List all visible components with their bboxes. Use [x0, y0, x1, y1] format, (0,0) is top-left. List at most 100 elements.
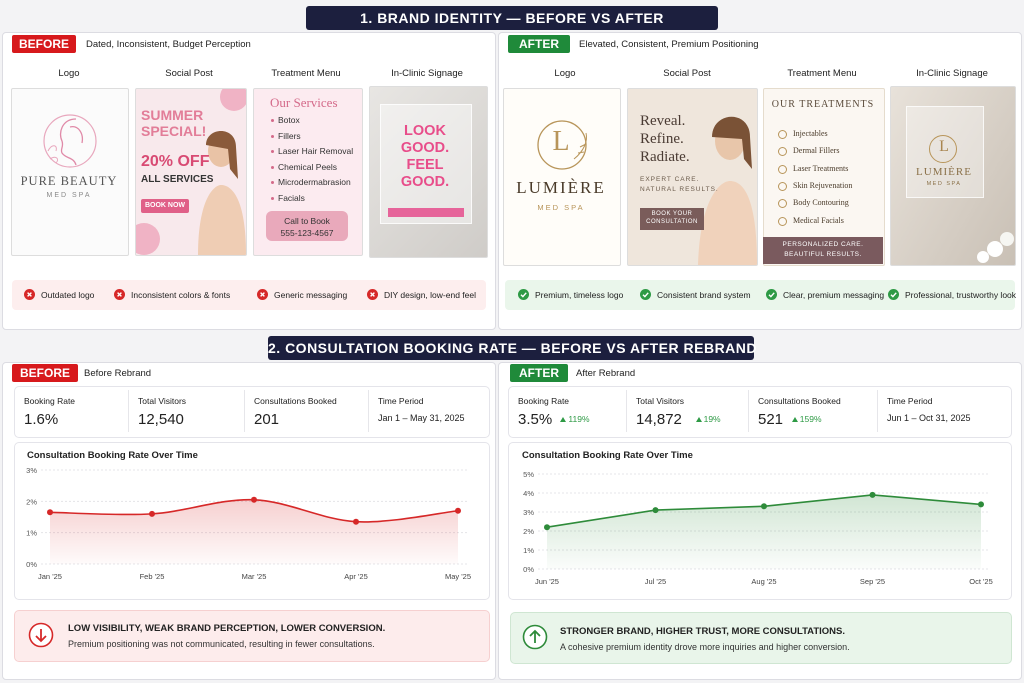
menu-cta [266, 211, 348, 241]
icon-cross [117, 292, 122, 297]
menu-item: Dermal Fillers [793, 146, 840, 156]
point [761, 503, 767, 510]
stat-divider [626, 390, 627, 432]
logo-monogram: L [552, 126, 570, 157]
logo-card [503, 88, 621, 266]
column-label: In-Clinic Signage [391, 68, 463, 79]
area [50, 499, 458, 564]
sign-panel [380, 104, 472, 224]
y-tick-label: 0% [26, 560, 37, 569]
social-button: BOOK NOW [141, 199, 189, 213]
benefit: Clear, premium messaging [783, 290, 885, 300]
sign-tagline: MED SPA [926, 181, 962, 187]
flower [987, 241, 1003, 257]
cross-icon [257, 289, 268, 300]
menu-bullet [271, 150, 274, 153]
stat-label: Time Period [887, 396, 933, 406]
menu-bullet [271, 196, 274, 200]
menu-icon [778, 216, 787, 226]
menu-item: Body Contouring [793, 198, 849, 208]
logo-ring [537, 120, 587, 170]
stat-value: 3.5% [518, 411, 553, 428]
check-icon [640, 289, 651, 300]
cross-icon [114, 289, 125, 300]
chart-title: Consultation Booking Rate Over Time [522, 450, 693, 461]
column-label: Logo [58, 68, 80, 79]
icon-cross [260, 292, 265, 297]
stat-change-arrow [560, 417, 567, 422]
menu-item: Skin Rejuvenation [793, 180, 853, 190]
icon-arrow [529, 629, 541, 643]
signage-art [977, 232, 1014, 263]
x-tick-label: Oct '25 [969, 577, 993, 586]
benefit: Consistent brand system [657, 290, 751, 300]
icon-cross [370, 292, 375, 297]
social-button [640, 208, 704, 230]
x-tick-label: Feb '25 [140, 572, 165, 581]
issue: Inconsistent colors & fonts [131, 290, 231, 300]
signage-card [890, 86, 1016, 266]
y-tick-label: 5% [523, 470, 534, 479]
logo-name: PURE BEAUTY [20, 174, 118, 188]
body [198, 185, 246, 255]
signage-card [369, 86, 488, 258]
stat-value: 521 [758, 411, 784, 428]
stat-divider [128, 390, 129, 432]
offer-detail: ALL SERVICES [141, 174, 214, 185]
point [978, 501, 984, 508]
x-tick-label: Jul '25 [645, 577, 666, 586]
y-tick-label: 2% [26, 497, 37, 506]
stat-change-arrow [695, 417, 702, 422]
point [149, 510, 155, 517]
menu-title: Our Services [270, 95, 338, 110]
icon-check [768, 292, 775, 298]
sign-name: LUMIÈRE [916, 166, 972, 178]
logo-name: LUMIÈRE [516, 178, 606, 197]
stat-divider [244, 390, 245, 432]
menu-item: Facials [278, 192, 305, 203]
menu-item: Laser Hair Removal [278, 146, 354, 156]
icon-cross [27, 292, 32, 297]
menu-item: Laser Treatments [793, 163, 849, 173]
flower [220, 89, 246, 111]
issue: Generic messaging [274, 290, 348, 300]
issue: DIY design, low-end feel [384, 290, 476, 300]
menu-icon [778, 199, 787, 209]
cross-icon [24, 289, 35, 300]
stat-divider [877, 390, 878, 432]
stat-value: Jan 1 – May 31, 2025 [378, 413, 465, 423]
menu-cta-text: 555-123-4567 [280, 228, 334, 238]
menu-bullet [271, 134, 274, 138]
column-label: Treatment Menu [271, 68, 341, 79]
stat-label: Booking Rate [518, 396, 570, 406]
menu-bullet [271, 165, 274, 169]
stat-change: 119% [568, 414, 590, 424]
area [547, 494, 981, 569]
social-button-text: CONSULTATION [646, 219, 698, 225]
callout-icon [28, 622, 54, 648]
menu-item: Fillers [278, 130, 301, 141]
menu-item: Chemical Peels [278, 161, 338, 172]
icon-arrow [35, 629, 47, 643]
menu-footer: BEAUTIFUL RESULTS. [784, 251, 862, 258]
menu-item: Microdermabrasion [278, 177, 351, 187]
check-icon [888, 289, 899, 300]
stats-box [508, 386, 1012, 438]
column-label: Treatment Menu [787, 68, 857, 79]
social-art [698, 116, 757, 265]
badge: AFTER [510, 364, 568, 382]
subtitle: Before Rebrand [84, 368, 152, 379]
point [544, 524, 550, 531]
issue: Outdated logo [41, 290, 95, 300]
hair [712, 116, 752, 169]
menu-card [763, 88, 885, 266]
callout-text: A cohesive premium identity drove more i… [560, 642, 850, 652]
flower [977, 251, 989, 263]
sign-bar [388, 208, 464, 217]
issues-bar [12, 280, 486, 310]
stat-value: 201 [254, 411, 280, 428]
logo-ring [43, 114, 97, 168]
menu-bullet [271, 181, 274, 184]
stat-label: Time Period [378, 396, 424, 406]
